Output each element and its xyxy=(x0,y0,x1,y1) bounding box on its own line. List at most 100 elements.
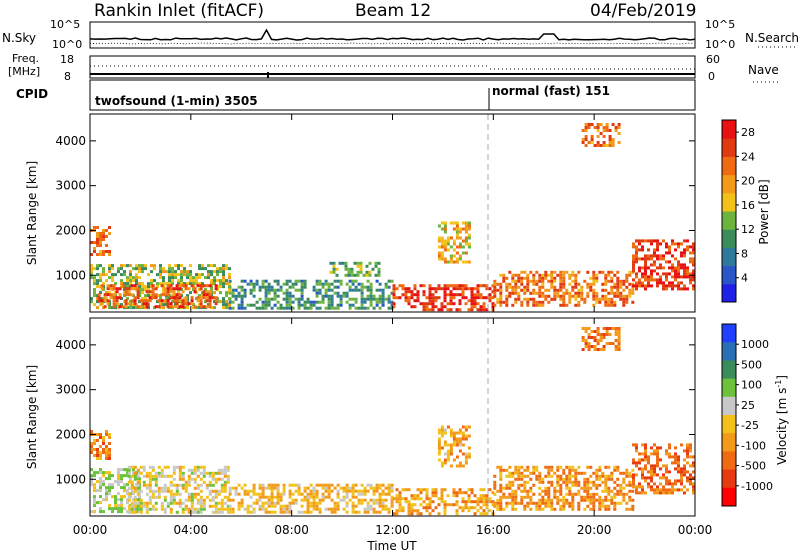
heatmap-cell xyxy=(105,273,108,277)
heatmap-cell xyxy=(671,239,674,243)
heatmap-cell xyxy=(234,486,238,490)
heatmap-cell xyxy=(148,486,152,490)
heatmap-cell xyxy=(196,296,200,300)
heatmap-cell xyxy=(584,126,588,129)
heatmap-cell xyxy=(163,486,167,490)
heatmap-cell xyxy=(214,302,218,306)
heatmap-cell xyxy=(288,492,292,496)
heatmap-cell xyxy=(202,504,206,508)
heatmap-cell xyxy=(581,336,585,339)
heatmap-cell xyxy=(458,257,462,261)
heatmap-cell xyxy=(353,273,357,277)
heatmap-cell xyxy=(644,449,647,453)
heatmap-cell xyxy=(291,306,295,310)
heatmap-cell xyxy=(214,495,218,499)
heatmap-cell xyxy=(568,504,572,508)
heatmap-cell xyxy=(276,294,280,298)
heatmap-cell xyxy=(508,294,512,298)
heatmap-cell xyxy=(538,300,542,304)
freq-panel-frame xyxy=(89,55,696,79)
heatmap-cell xyxy=(526,303,530,307)
heatmap-cell xyxy=(178,504,182,508)
heatmap-cell xyxy=(499,489,503,493)
heatmap-cell xyxy=(279,306,283,310)
heatmap-cell xyxy=(237,492,241,496)
heatmap-cell xyxy=(683,251,686,255)
heatmap-cell xyxy=(279,303,283,307)
heatmap-cell xyxy=(381,303,385,307)
heatmap-cell xyxy=(288,297,292,301)
heatmap-cell xyxy=(142,480,146,484)
heatmap-cell xyxy=(419,497,423,501)
heatmap-cell xyxy=(111,486,114,490)
heatmap-cell xyxy=(482,509,486,513)
heatmap-cell xyxy=(315,483,319,487)
heatmap-cell xyxy=(377,270,381,274)
heatmap-cell xyxy=(401,488,405,492)
heatmap-cell xyxy=(595,471,599,475)
heatmap-cell xyxy=(562,480,566,484)
heatmap-cell xyxy=(571,288,575,292)
heatmap-cell xyxy=(502,486,506,490)
heatmap-cell xyxy=(641,476,644,480)
heatmap-cell xyxy=(165,282,168,286)
heatmap-cell xyxy=(395,296,399,300)
heatmap-cell xyxy=(133,495,137,499)
heatmap-cell xyxy=(692,257,695,261)
heatmap-cell xyxy=(671,242,674,246)
heatmap-cell xyxy=(499,483,503,487)
heatmap-cell xyxy=(644,479,647,483)
heatmap-cell xyxy=(641,488,644,492)
heatmap-cell xyxy=(692,482,695,486)
heatmap-cell xyxy=(455,233,459,237)
heatmap-cell xyxy=(514,297,518,301)
heatmap-cell xyxy=(120,507,123,511)
heatmap-cell xyxy=(568,294,572,298)
heatmap-cell xyxy=(493,483,497,487)
heatmap-cell xyxy=(264,279,268,283)
heatmap-cell xyxy=(366,306,370,310)
heatmap-cell xyxy=(171,267,174,271)
heatmap-cell xyxy=(136,296,140,300)
heatmap-cell xyxy=(599,132,603,135)
heatmap-cell xyxy=(240,294,244,298)
heatmap-cell xyxy=(214,492,218,496)
heatmap-cell xyxy=(511,498,515,502)
heatmap-cell xyxy=(550,474,554,478)
heatmap-cell xyxy=(499,303,503,307)
heatmap-cell xyxy=(159,273,162,277)
heatmap-cell xyxy=(93,291,96,295)
heatmap-cell xyxy=(617,132,621,135)
heatmap-cell xyxy=(195,297,198,301)
heatmap-cell xyxy=(282,492,286,496)
heatmap-cell xyxy=(440,500,444,504)
heatmap-cell xyxy=(416,509,420,513)
heatmap-cell xyxy=(360,300,364,304)
heatmap-cell xyxy=(175,465,179,469)
heatmap-cell xyxy=(458,437,462,441)
heatmap-cell xyxy=(526,495,530,499)
heatmap-cell xyxy=(332,261,336,265)
heatmap-cell xyxy=(234,489,238,493)
heatmap-cell xyxy=(190,468,194,472)
heatmap-cell xyxy=(138,300,141,304)
heatmap-cell xyxy=(455,224,459,228)
heatmap-cell xyxy=(631,507,635,511)
heatmap-cell xyxy=(644,491,647,495)
heatmap-cell xyxy=(449,431,453,435)
heatmap-cell xyxy=(547,273,551,277)
heatmap-cell xyxy=(532,282,536,286)
heatmap-cell xyxy=(360,489,364,493)
heatmap-cell xyxy=(363,492,367,496)
heatmap-cell xyxy=(565,477,569,481)
heatmap-cell xyxy=(689,281,692,285)
heatmap-cell xyxy=(458,506,462,510)
heatmap-cell xyxy=(677,470,680,474)
heatmap-cell xyxy=(616,483,620,487)
heatmap-cell xyxy=(96,241,99,244)
heatmap-cell xyxy=(565,465,569,469)
heatmap-cell xyxy=(604,486,608,490)
heatmap-cell xyxy=(404,290,408,294)
heatmap-cell xyxy=(169,498,173,502)
